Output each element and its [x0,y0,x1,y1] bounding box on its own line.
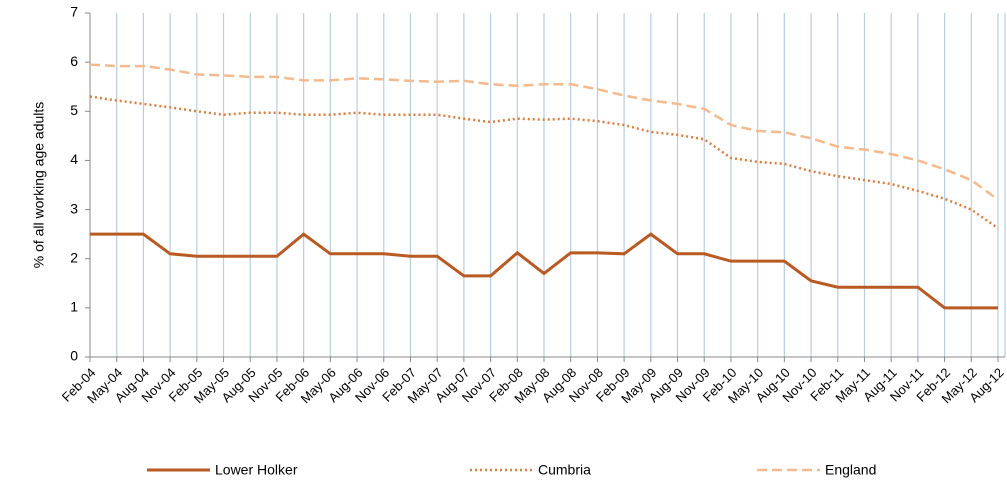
series-line [89,63,999,201]
y-tick-label: 6 [70,53,78,69]
legend-label: England [825,462,876,478]
y-tick-label: 7 [70,4,78,20]
y-tick-label: 1 [70,299,78,315]
series-line [90,232,998,310]
y-tick-label: 5 [70,102,78,118]
series-line [89,95,999,230]
legend-label: Cumbria [538,462,591,478]
y-tick-label: 4 [70,151,78,167]
legend-label: Lower Holker [215,462,298,478]
y-tick-label: 0 [70,348,78,364]
y-tick-label: 3 [70,200,78,216]
y-axis-label: % of all working age adults [31,102,47,269]
y-tick-label: 2 [70,249,78,265]
